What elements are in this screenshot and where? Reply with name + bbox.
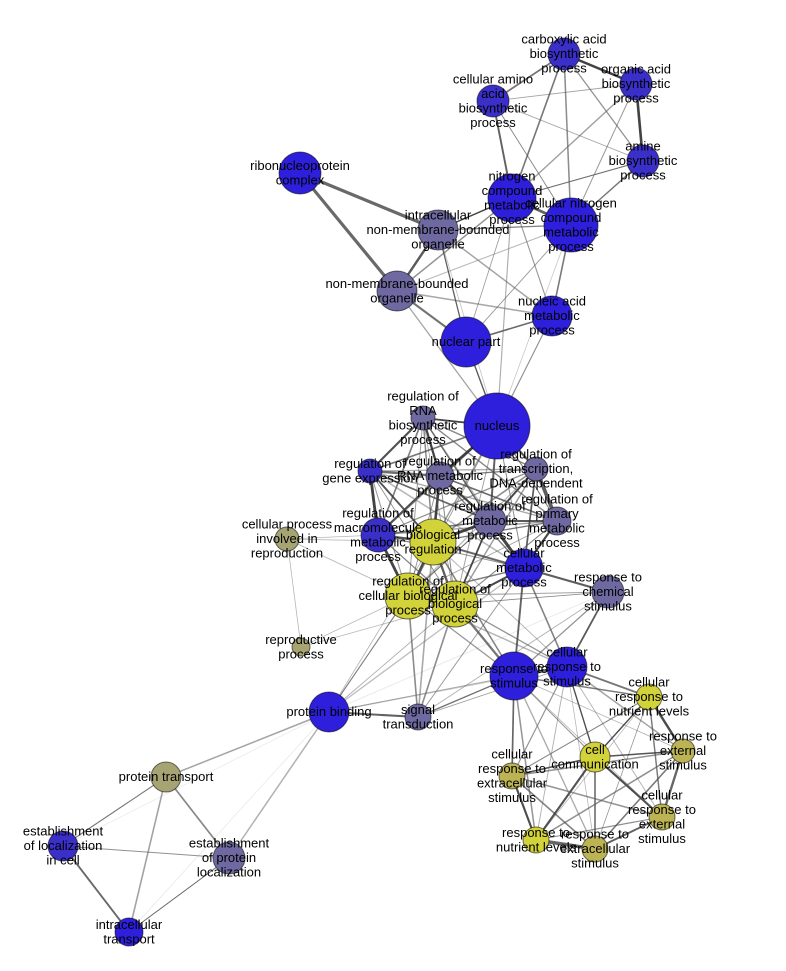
svg-text:protein binding: protein binding bbox=[286, 704, 371, 719]
svg-text:nucleus: nucleus bbox=[475, 418, 520, 433]
svg-text:protein transport: protein transport bbox=[119, 769, 214, 784]
svg-text:nuclear part: nuclear part bbox=[432, 334, 501, 349]
